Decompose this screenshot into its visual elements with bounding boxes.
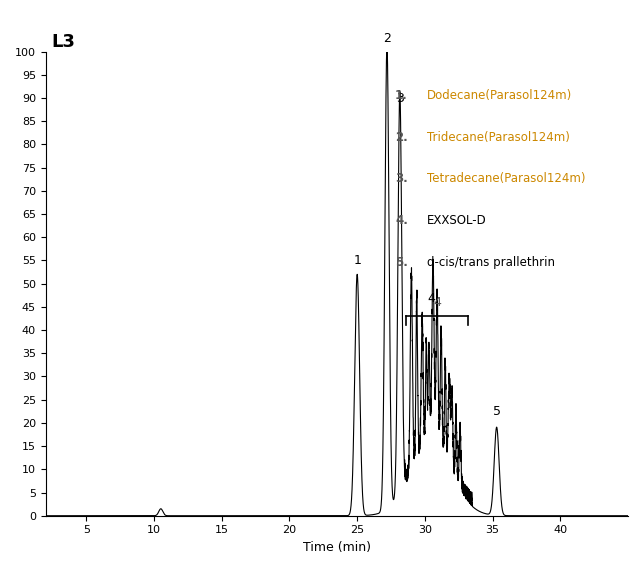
Text: 4: 4 — [428, 291, 435, 304]
Text: 4.: 4. — [395, 214, 408, 227]
Text: 1: 1 — [353, 254, 361, 267]
Text: EXXSOL-D: EXXSOL-D — [427, 214, 487, 227]
Text: 1.: 1. — [395, 89, 408, 102]
Text: 3: 3 — [397, 92, 404, 105]
Text: 5.: 5. — [395, 256, 408, 269]
Text: Dodecane(Parasol124m): Dodecane(Parasol124m) — [427, 89, 572, 102]
Text: 4: 4 — [433, 296, 441, 309]
Text: L3: L3 — [51, 33, 75, 51]
Text: Tetradecane(Parasol124m): Tetradecane(Parasol124m) — [427, 172, 586, 185]
Text: 2.: 2. — [395, 130, 408, 143]
Text: d-cis/trans prallethrin: d-cis/trans prallethrin — [427, 256, 555, 269]
Text: 3.: 3. — [395, 172, 408, 185]
Text: Tridecane(Parasol124m): Tridecane(Parasol124m) — [427, 130, 570, 143]
Text: 5: 5 — [493, 405, 501, 418]
X-axis label: Time (min): Time (min) — [303, 541, 371, 554]
Text: 2: 2 — [383, 32, 391, 45]
